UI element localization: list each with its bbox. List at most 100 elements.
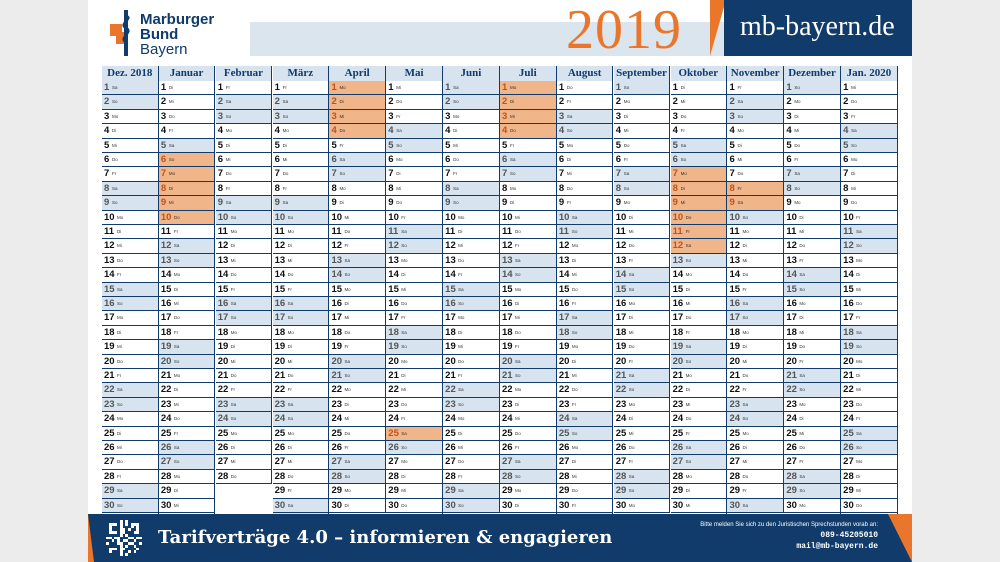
day-number: 29: [388, 485, 399, 497]
weekday-abbr: Fr: [401, 214, 406, 220]
day-cell: 21 Di: [841, 369, 898, 384]
day-number: 8: [502, 182, 508, 194]
day-number: 22: [331, 384, 343, 396]
weekday-abbr: Mo: [628, 502, 635, 508]
day-number: 26: [388, 442, 399, 453]
day-number: 4: [502, 125, 508, 137]
day-number: 3: [104, 110, 110, 122]
qr-module: [139, 547, 142, 551]
day-cell: 8 Do: [556, 181, 614, 197]
day-cell: 3 Mi: [500, 109, 557, 125]
qr-module: [133, 536, 137, 540]
weekday-abbr: Do: [799, 243, 806, 249]
weekday-abbr: Di: [737, 142, 742, 148]
weekday-abbr: Mi: [571, 473, 577, 479]
weekday-abbr: Fr: [742, 488, 747, 494]
day-cell: 27 Mi: [215, 455, 273, 470]
day-number: 16: [104, 298, 115, 309]
qr-module: [128, 522, 131, 526]
day-number: 22: [729, 384, 741, 396]
weekday-abbr: Sa: [515, 358, 521, 364]
day-cell: 28 Sa: [784, 469, 841, 485]
day-number: 25: [729, 427, 741, 439]
day-number: 30: [786, 499, 797, 511]
qr-module: [108, 539, 112, 543]
weekday-abbr: Di: [401, 473, 406, 479]
day-cell: 21 Mo: [670, 369, 728, 384]
weekday-abbr: Sa: [117, 286, 123, 292]
weekday-abbr: Fr: [287, 286, 292, 292]
day-number: 8: [445, 182, 451, 194]
day-number: 18: [729, 326, 741, 338]
weekday-abbr: Fr: [282, 185, 287, 191]
qr-module: [122, 525, 126, 529]
weekday-abbr: Mo: [112, 113, 119, 119]
day-number: 18: [160, 326, 172, 338]
day-number: 6: [502, 154, 508, 165]
day-cell: 7 So: [500, 167, 557, 182]
day-cell: 16 Di: [329, 297, 386, 312]
contact-phone[interactable]: 089-45205010: [820, 531, 878, 540]
weekday-abbr: Di: [117, 430, 122, 436]
day-number: 23: [388, 398, 399, 410]
day-cell: 19 Di: [272, 340, 330, 355]
weekday-abbr: Do: [458, 459, 464, 465]
day-cell: 16 Mo: [784, 297, 841, 312]
qr-module: [106, 533, 109, 537]
day-number: 16: [729, 298, 741, 309]
month-header: Oktober: [670, 66, 728, 81]
day-cell: 2 Sa: [215, 95, 273, 110]
weekday-abbr: Mi: [856, 488, 861, 494]
qr-code-icon[interactable]: [106, 520, 142, 556]
day-cell: 3 Mi: [329, 109, 386, 125]
day-number: 12: [274, 240, 286, 252]
day-cell: 6 Mi: [272, 153, 330, 168]
day-cell: 15 Sa: [102, 282, 159, 297]
weekday-abbr: Do: [396, 200, 403, 206]
weekday-abbr: Mi: [742, 358, 748, 364]
day-number: 15: [160, 283, 172, 295]
day-cell: 20 Do: [102, 354, 159, 369]
day-cell: 20 Di: [556, 354, 614, 369]
month-column: März 1 Fr 2 Sa 3 So 4 Mo 5 Di 6 Mi 7 Do 8 Fr 9 Sa 10 So 11 Mo 1…: [272, 66, 330, 528]
weekday-abbr: Sa: [112, 85, 118, 90]
weekday-abbr: Fr: [515, 445, 520, 450]
day-cell: 19 Mi: [102, 340, 159, 355]
day-cell: 27 Fr: [613, 455, 671, 470]
weekday-abbr: Mi: [799, 229, 805, 234]
weekday-abbr: So: [623, 85, 630, 90]
website-url[interactable]: mb-bayern.de: [740, 11, 895, 42]
day-cell: 19 Mi: [443, 340, 500, 355]
weekday-abbr: Mo: [510, 185, 517, 191]
day-cell: 24 Mo: [443, 412, 500, 427]
day-number: 5: [615, 139, 622, 151]
qr-module: [136, 550, 140, 554]
contact-email[interactable]: mail@mb-bayern.de: [796, 542, 878, 551]
weekday-abbr: So: [799, 488, 805, 494]
day-number: 4: [843, 125, 849, 137]
day-number: 29: [331, 485, 343, 497]
day-number: 20: [331, 355, 343, 367]
day-number: 16: [274, 298, 286, 309]
weekday-abbr: Di: [458, 329, 463, 335]
day-cell: 3 Fr: [386, 109, 443, 125]
day-number: 12: [672, 240, 684, 252]
day-cell: 24 Fr: [841, 412, 898, 427]
day-number: 7: [388, 168, 394, 180]
day-cell: 19 Di: [727, 340, 784, 355]
weekday-abbr: So: [856, 344, 862, 350]
day-number: 14: [445, 269, 456, 281]
day-cell: 8 Mo: [500, 181, 557, 197]
day-number: 18: [615, 326, 627, 338]
weekday-abbr: Sa: [344, 257, 350, 263]
day-cell: 2 So: [443, 95, 500, 110]
day-cell: 30 Mi: [670, 498, 728, 513]
day-number: 27: [104, 456, 115, 468]
weekday-abbr: Mo: [742, 329, 749, 335]
day-number: 3: [729, 110, 735, 122]
weekday-abbr: Do: [453, 157, 459, 162]
day-number: 16: [672, 298, 684, 309]
day-cell: 4 Do: [500, 124, 557, 139]
day-number: 7: [502, 168, 508, 180]
day-cell: 18 Mi: [613, 325, 671, 341]
